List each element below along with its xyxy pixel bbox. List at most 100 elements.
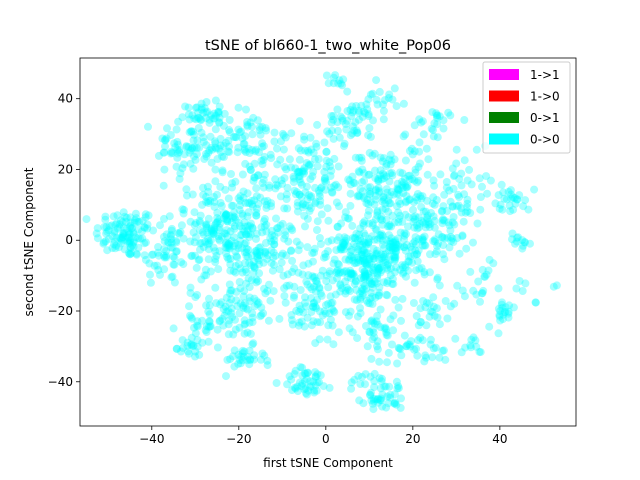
scatter-point — [375, 234, 384, 242]
scatter-point — [247, 219, 255, 228]
scatter-point — [236, 359, 245, 368]
scatter-point — [433, 111, 442, 120]
scatter-point — [222, 249, 231, 258]
scatter-point — [185, 349, 193, 358]
scatter-point — [280, 163, 289, 171]
scatter-point — [209, 226, 218, 235]
scatter-point — [259, 258, 268, 267]
scatter-point — [439, 250, 447, 259]
scatter-point — [178, 343, 187, 352]
scatter-point — [374, 264, 383, 273]
scatter-point — [315, 335, 324, 344]
scatter-point — [160, 237, 169, 246]
scatter-point — [360, 267, 369, 276]
scatter-point — [196, 211, 205, 220]
scatter-point — [245, 233, 254, 241]
scatter-point — [197, 103, 206, 112]
scatter-point — [358, 254, 367, 263]
scatter-point — [358, 372, 366, 381]
scatter-point — [417, 203, 426, 211]
scatter-point — [315, 378, 323, 387]
scatter-point — [210, 114, 219, 123]
scatter-point — [186, 289, 195, 298]
scatter-point — [377, 377, 386, 386]
scatter-point — [352, 258, 360, 267]
scatter-point — [125, 239, 134, 248]
scatter-point — [369, 328, 378, 337]
scatter-point — [202, 108, 210, 117]
scatter-point — [269, 253, 278, 262]
scatter-point — [364, 170, 373, 179]
scatter-point — [252, 192, 261, 201]
scatter-point — [384, 207, 393, 216]
scatter-point — [359, 285, 368, 294]
scatter-point — [433, 313, 442, 322]
scatter-point — [397, 316, 405, 325]
scatter-point — [474, 277, 483, 286]
scatter-point — [388, 211, 397, 220]
scatter-point — [221, 302, 230, 311]
scatter-point — [242, 230, 250, 239]
legend-swatch — [489, 90, 519, 102]
scatter-point — [178, 336, 187, 345]
scatter-point — [376, 171, 385, 180]
scatter-point — [463, 199, 472, 208]
scatter-point — [433, 242, 442, 250]
scatter-point — [288, 320, 297, 329]
scatter-point — [174, 229, 183, 237]
scatter-point — [187, 127, 196, 136]
scatter-point — [188, 190, 197, 199]
scatter-point — [388, 95, 397, 104]
scatter-point — [504, 313, 513, 322]
scatter-point — [401, 130, 410, 139]
scatter-point — [354, 191, 363, 200]
scatter-point — [356, 295, 365, 304]
scatter-point — [390, 255, 399, 264]
scatter-point — [116, 234, 124, 242]
scatter-point — [368, 300, 377, 308]
scatter-point — [373, 337, 382, 346]
scatter-point — [282, 165, 291, 174]
scatter-point — [399, 189, 408, 198]
scatter-point — [448, 234, 457, 243]
scatter-point — [225, 244, 234, 253]
scatter-point — [373, 263, 382, 272]
scatter-point — [266, 150, 275, 159]
scatter-point — [211, 247, 220, 256]
scatter-point — [197, 105, 206, 114]
scatter-point — [346, 201, 355, 210]
scatter-point — [371, 174, 380, 183]
scatter-point — [386, 199, 395, 208]
scatter-point — [156, 270, 164, 279]
scatter-point — [368, 232, 377, 241]
scatter-point — [167, 238, 176, 247]
scatter-point — [342, 267, 351, 276]
scatter-point — [210, 202, 219, 211]
scatter-point — [391, 398, 400, 407]
scatter-point — [430, 119, 439, 128]
scatter-point — [378, 157, 387, 166]
scatter-point — [259, 142, 268, 151]
scatter-point — [509, 205, 518, 214]
scatter-point — [247, 251, 256, 260]
scatter-point — [326, 292, 335, 301]
scatter-point — [462, 203, 471, 212]
scatter-point — [310, 282, 319, 291]
scatter-point — [236, 352, 245, 361]
scatter-point — [384, 260, 393, 269]
scatter-point — [374, 176, 383, 185]
scatter-point — [189, 136, 198, 145]
scatter-point — [431, 237, 439, 246]
scatter-point — [375, 264, 384, 272]
scatter-point — [175, 148, 184, 156]
scatter-point — [414, 246, 423, 255]
scatter-point — [295, 190, 304, 199]
scatter-point — [239, 292, 248, 301]
scatter-point — [223, 253, 232, 261]
scatter-point — [518, 236, 527, 245]
scatter-point — [311, 339, 320, 348]
scatter-point — [410, 345, 419, 354]
scatter-point — [281, 298, 290, 307]
scatter-point — [115, 223, 124, 232]
scatter-point — [217, 202, 226, 210]
